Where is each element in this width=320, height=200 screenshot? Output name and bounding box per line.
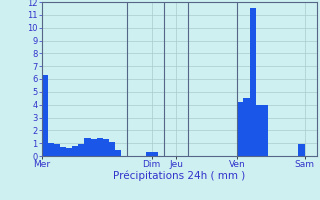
Bar [72,146,78,156]
Bar [152,152,158,156]
Bar [244,98,250,156]
Bar [48,143,54,156]
Bar [237,102,244,156]
Bar [54,144,60,156]
Bar [91,139,97,156]
Bar [84,138,91,156]
Bar [109,142,115,156]
Bar [60,147,66,156]
Bar [262,105,268,156]
Bar [299,144,305,156]
Bar [256,105,262,156]
Bar [250,8,256,156]
Bar [146,152,152,156]
X-axis label: Précipitations 24h ( mm ): Précipitations 24h ( mm ) [113,171,245,181]
Bar [42,75,48,156]
Bar [78,144,84,156]
Bar [103,139,109,156]
Bar [115,150,121,156]
Bar [97,138,103,156]
Bar [66,148,72,156]
